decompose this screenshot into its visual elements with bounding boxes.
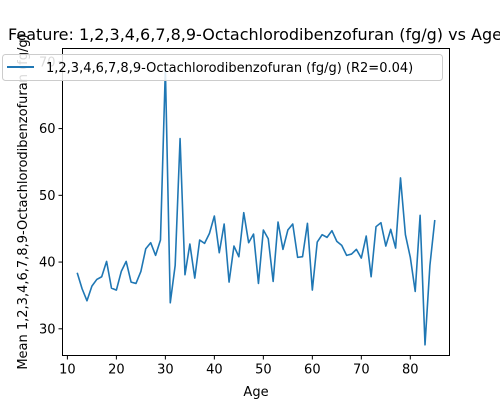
data-point bbox=[297, 256, 299, 258]
x-tick-label: 40 bbox=[206, 363, 223, 378]
data-point bbox=[150, 242, 152, 244]
data-point bbox=[218, 252, 220, 254]
data-point bbox=[76, 272, 78, 274]
x-axis-label: Age bbox=[243, 385, 268, 400]
data-point bbox=[360, 257, 362, 259]
data-point bbox=[282, 248, 284, 250]
data-point bbox=[409, 256, 411, 258]
data-point bbox=[395, 247, 397, 249]
data-point bbox=[169, 302, 171, 304]
x-tick-label: 70 bbox=[353, 363, 370, 378]
data-point bbox=[272, 280, 274, 282]
x-tick-label: 20 bbox=[108, 363, 125, 378]
data-point bbox=[125, 260, 127, 262]
data-point bbox=[96, 278, 98, 280]
data-point bbox=[326, 236, 328, 238]
data-point bbox=[429, 264, 431, 266]
data-point bbox=[351, 253, 353, 255]
y-tick-label: 30 bbox=[39, 322, 56, 337]
series-line bbox=[76, 67, 436, 346]
data-point bbox=[233, 245, 235, 247]
data-point bbox=[253, 233, 255, 235]
x-tick-label: 60 bbox=[304, 363, 321, 378]
x-tick-label: 30 bbox=[157, 363, 174, 378]
x-tick-label: 80 bbox=[402, 363, 419, 378]
data-point bbox=[370, 276, 372, 278]
data-point bbox=[189, 243, 191, 245]
data-point bbox=[321, 234, 323, 236]
legend: 1,2,3,4,6,7,8,9-Octachlorodibenzofuran (… bbox=[2, 54, 443, 81]
data-point bbox=[257, 282, 259, 284]
data-point bbox=[414, 290, 416, 292]
data-point bbox=[243, 212, 245, 214]
data-point bbox=[184, 274, 186, 276]
data-point bbox=[101, 276, 103, 278]
data-point bbox=[316, 241, 318, 243]
data-point bbox=[311, 289, 313, 291]
data-point bbox=[302, 256, 304, 258]
data-point bbox=[155, 254, 157, 256]
data-point bbox=[404, 234, 406, 236]
data-point bbox=[204, 242, 206, 244]
data-point bbox=[120, 270, 122, 272]
data-point bbox=[179, 138, 181, 140]
data-point bbox=[306, 222, 308, 224]
y-tick-label: 50 bbox=[39, 189, 56, 204]
legend-box bbox=[2, 54, 443, 81]
data-point bbox=[385, 245, 387, 247]
data-point bbox=[248, 242, 250, 244]
data-point bbox=[208, 232, 210, 234]
data-point bbox=[135, 282, 137, 284]
data-point bbox=[194, 277, 196, 279]
y-tick-label: 40 bbox=[39, 256, 56, 271]
data-point bbox=[81, 288, 83, 290]
y-axis-label: Mean 1,2,3,4,6,7,8,9-Octachlorodibenzofu… bbox=[16, 34, 31, 369]
data-point bbox=[365, 235, 367, 237]
data-point bbox=[130, 281, 132, 283]
plot-area-frame bbox=[62, 48, 450, 356]
data-point bbox=[292, 223, 294, 225]
chart-title: Feature: 1,2,3,4,6,7,8,9-Octachlorodiben… bbox=[8, 25, 500, 44]
data-point bbox=[159, 239, 161, 241]
data-point bbox=[223, 223, 225, 225]
data-point bbox=[262, 229, 264, 231]
data-point bbox=[199, 239, 201, 241]
data-point bbox=[419, 214, 421, 216]
y-tick-label: 60 bbox=[39, 122, 56, 137]
data-point bbox=[145, 248, 147, 250]
data-point bbox=[380, 222, 382, 224]
data-point bbox=[331, 230, 333, 232]
legend-label: 1,2,3,4,6,7,8,9-Octachlorodibenzofuran (… bbox=[46, 61, 413, 76]
data-point bbox=[238, 256, 240, 258]
data-point bbox=[228, 281, 230, 283]
x-tick-label: 50 bbox=[255, 363, 272, 378]
data-point bbox=[390, 228, 392, 230]
data-point bbox=[375, 226, 377, 228]
data-point bbox=[336, 240, 338, 242]
data-point bbox=[140, 270, 142, 272]
data-point bbox=[287, 229, 289, 231]
data-point bbox=[341, 244, 343, 246]
data-point bbox=[110, 287, 112, 289]
data-point bbox=[213, 215, 215, 217]
data-point bbox=[106, 260, 108, 262]
data-point bbox=[174, 264, 176, 266]
data-point bbox=[424, 344, 426, 346]
data-point bbox=[434, 219, 436, 221]
data-point bbox=[86, 300, 88, 302]
data-point bbox=[267, 238, 269, 240]
data-point bbox=[400, 177, 402, 179]
x-axis-ticks: 10 20 30 40 50 60 70 80 bbox=[59, 355, 419, 378]
data-point bbox=[277, 221, 279, 223]
data-point bbox=[355, 248, 357, 250]
data-point bbox=[115, 289, 117, 291]
x-tick-label: 10 bbox=[59, 363, 76, 378]
data-point bbox=[346, 254, 348, 256]
data-point bbox=[91, 285, 93, 287]
